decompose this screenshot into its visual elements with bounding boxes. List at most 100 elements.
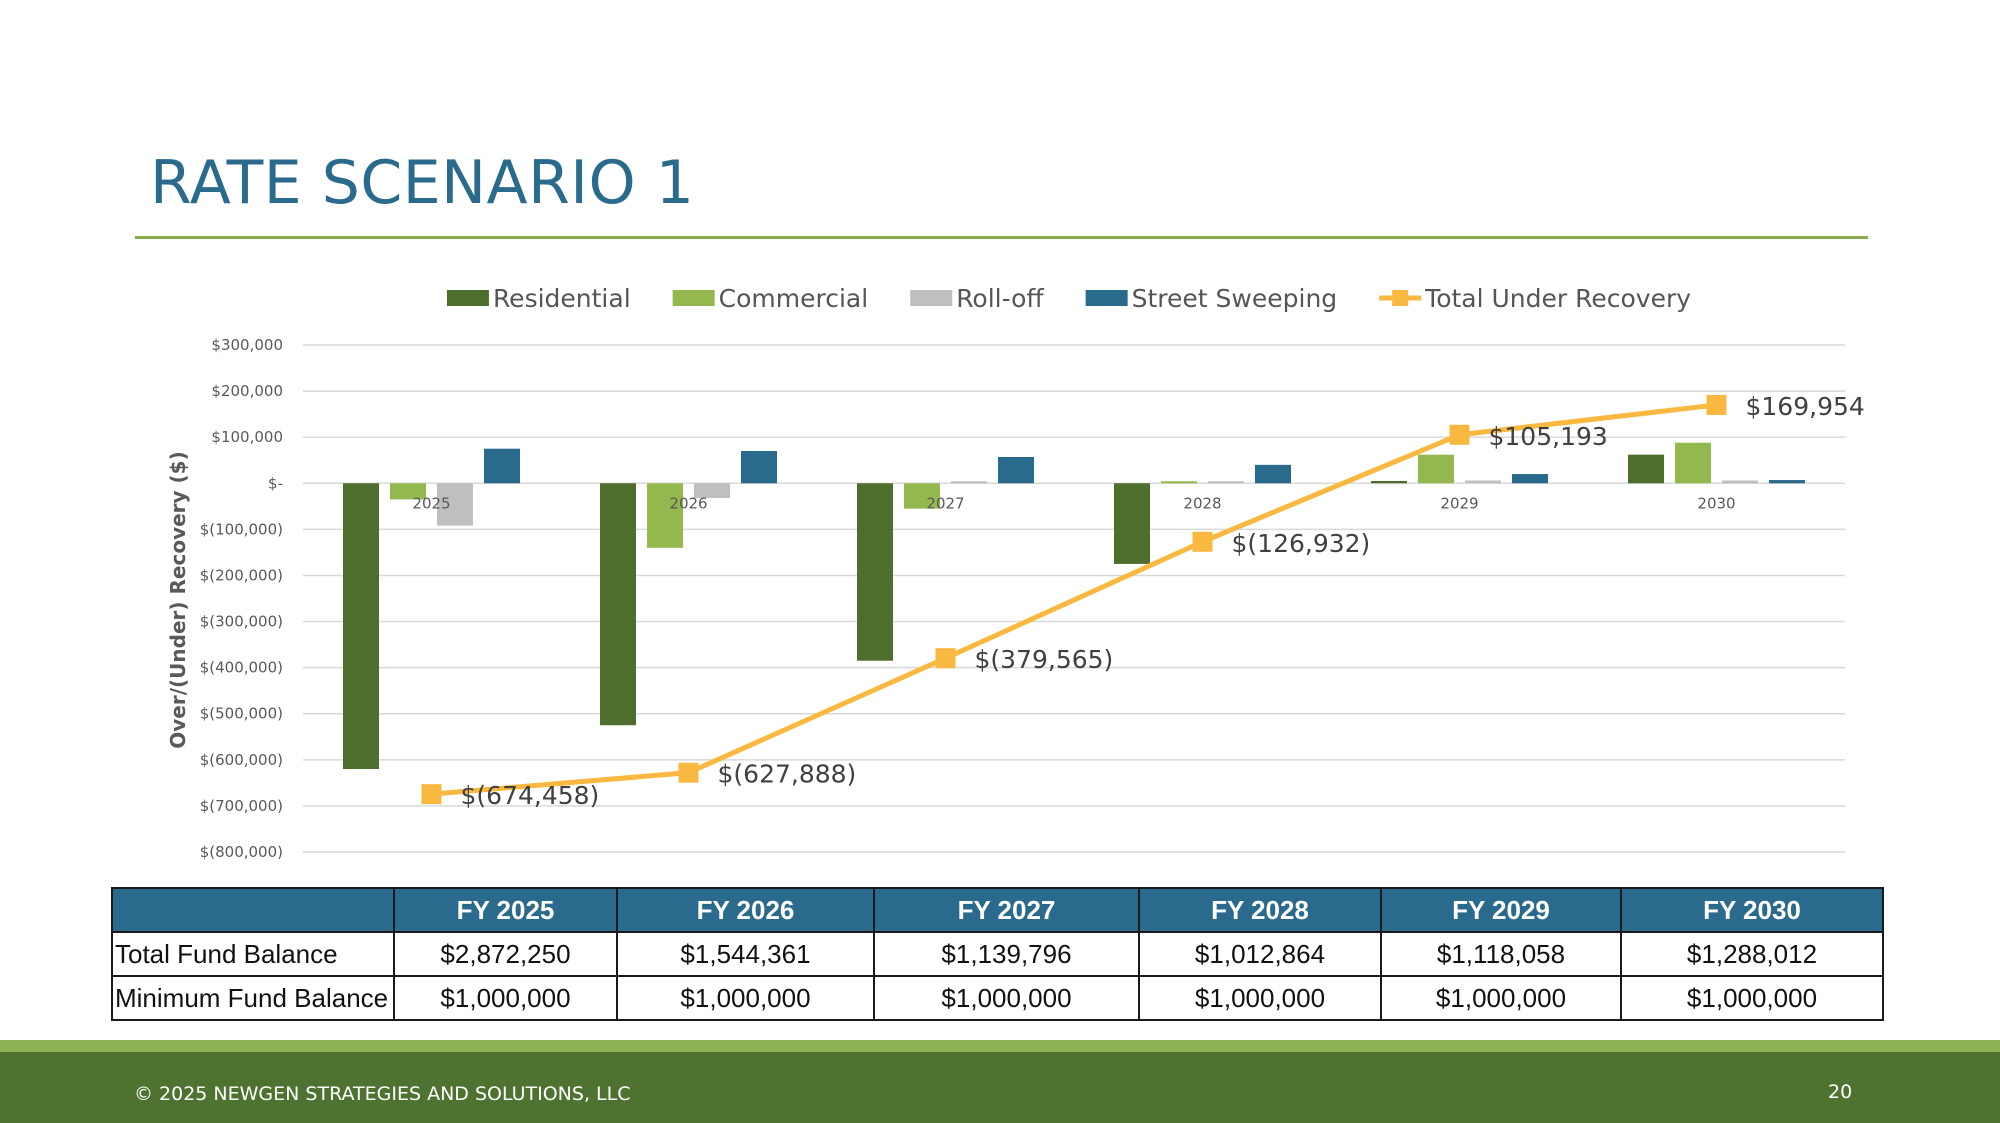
bar-residential [1114,483,1150,564]
footer-accent-stripe [0,1040,2000,1052]
bar-commercial [647,483,683,548]
bar-street-sweeping [1255,464,1291,484]
legend-label: Commercial [719,284,869,313]
y-tick-label: $300,000 [211,336,283,354]
y-axis-ticks: $300,000 $200,000 $100,000 $- $(100,000) $(20… [200,336,283,861]
row-label-total-fund-balance: Total Fund Balance [111,931,395,977]
y-tick-label: $(100,000) [200,520,283,538]
y-tick-label: $100,000 [211,428,283,446]
table-header-row: FY 2025 FY 2026 FY 2027 FY 2028 FY 2029 … [111,887,1884,933]
bar-street-sweeping [741,451,777,484]
legend-label: Total Under Recovery [1424,284,1691,313]
bar-commercial [390,483,426,500]
total-data-label: $169,954 [1746,392,1865,421]
total-line-layer: $(674,458) $(627,888) $(379,565) $(126,932)… [421,392,1865,810]
x-axis-categories: 2025 2026 2027 2028 2029 2030 [412,494,1735,512]
legend-label: Street Sweeping [1132,284,1338,313]
bar-commercial [1418,454,1454,484]
y-tick-label: $(800,000) [200,843,283,861]
table-header-fy2029: FY 2029 [1380,887,1622,933]
total-marker [421,784,442,805]
y-tick-label: $- [268,474,283,492]
y-tick-label: $(300,000) [200,613,283,631]
bar-residential [857,483,893,661]
bar-street-sweeping [998,457,1034,484]
title-divider [135,236,1868,239]
bar-roll-off [1208,481,1244,484]
page-number: 20 [1828,1081,1853,1103]
table-cell: $1,000,000 [873,975,1140,1021]
total-marker [935,648,956,669]
y-tick-label: $(200,000) [200,566,283,584]
rate-scenario-chart: $300,000 $200,000 $100,000 $- $(100,000) $(20… [166,284,1865,861]
table-cell: $1,288,012 [1620,931,1884,977]
total-data-label: $(126,932) [1232,529,1371,558]
x-category-label: 2026 [669,494,707,512]
bar-commercial [1161,481,1197,484]
row-label-minimum-fund-balance: Minimum Fund Balance [111,975,395,1021]
x-category-label: 2027 [926,494,964,512]
table-cell: $1,000,000 [393,975,618,1021]
total-marker [1449,424,1470,445]
table-cell: $1,000,000 [1138,975,1382,1021]
footer-copyright: © 2025 NEWGEN STRATEGIES AND SOLUTIONS, … [134,1083,631,1105]
table-header-fy2030: FY 2030 [1620,887,1884,933]
total-data-label: $(379,565) [975,645,1114,674]
table-header-corner [111,887,395,933]
table-cell: $1,118,058 [1380,931,1622,977]
table-cell: $1,544,361 [616,931,875,977]
legend-label: Residential [493,284,631,313]
y-tick-label: $(700,000) [200,797,283,815]
bar-street-sweeping [484,448,520,484]
y-tick-label: $(500,000) [200,705,283,723]
bar-commercial [1675,442,1711,484]
bar-roll-off [694,483,730,499]
bar-roll-off [437,483,473,526]
table-header-fy2028: FY 2028 [1138,887,1382,933]
total-under-recovery-line [431,402,1717,797]
fund-balance-table: FY 2025 FY 2026 FY 2027 FY 2028 FY 2029 … [111,887,1884,1021]
legend-label: Roll-off [956,284,1044,313]
legend-swatch [1085,290,1128,306]
y-axis-label: Over/(Under) Recovery ($) [166,451,190,748]
legend-swatch [446,290,489,306]
bar-residential [343,483,379,770]
total-marker [1706,394,1727,415]
total-marker [678,762,699,783]
table-header-fy2025: FY 2025 [393,887,618,933]
y-tick-label: $200,000 [211,382,283,400]
bar-roll-off [951,481,987,484]
table-cell: $1,000,000 [1620,975,1884,1021]
y-tick-label: $(600,000) [200,751,283,769]
table-header-fy2027: FY 2027 [873,887,1140,933]
x-category-label: 2030 [1697,494,1735,512]
total-marker [1192,531,1213,552]
table-cell: $1,139,796 [873,931,1140,977]
y-tick-label: $(400,000) [200,659,283,677]
table-header-fy2026: FY 2026 [616,887,875,933]
x-category-label: 2028 [1183,494,1221,512]
bar-street-sweeping [1512,474,1548,484]
bar-roll-off [1722,480,1758,484]
bar-residential [600,483,636,726]
bar-residential [1628,454,1664,484]
footer-band [0,1040,2000,1123]
total-data-label: $(674,458) [461,781,600,810]
table-cell: $1,000,000 [616,975,875,1021]
bar-street-sweeping [1769,480,1805,484]
slide-title: RATE SCENARIO 1 [150,148,695,218]
bar-residential [1371,480,1407,484]
chart-bars [343,442,1805,770]
legend-swatch-marker [1392,290,1409,306]
table-cell: $1,012,864 [1138,931,1382,977]
table-row: Minimum Fund Balance $1,000,000 $1,000,0… [111,975,1884,1021]
bar-roll-off [1465,480,1501,484]
chart-gridlines [303,344,1845,853]
total-data-label: $(627,888) [718,760,857,789]
total-data-label: $105,193 [1489,422,1608,451]
x-category-label: 2025 [412,494,450,512]
legend-swatch [672,290,715,306]
x-category-label: 2029 [1440,494,1478,512]
legend-swatch [910,290,953,306]
chart-legend: Residential Commercial Roll-off Street Swee… [446,284,1691,313]
